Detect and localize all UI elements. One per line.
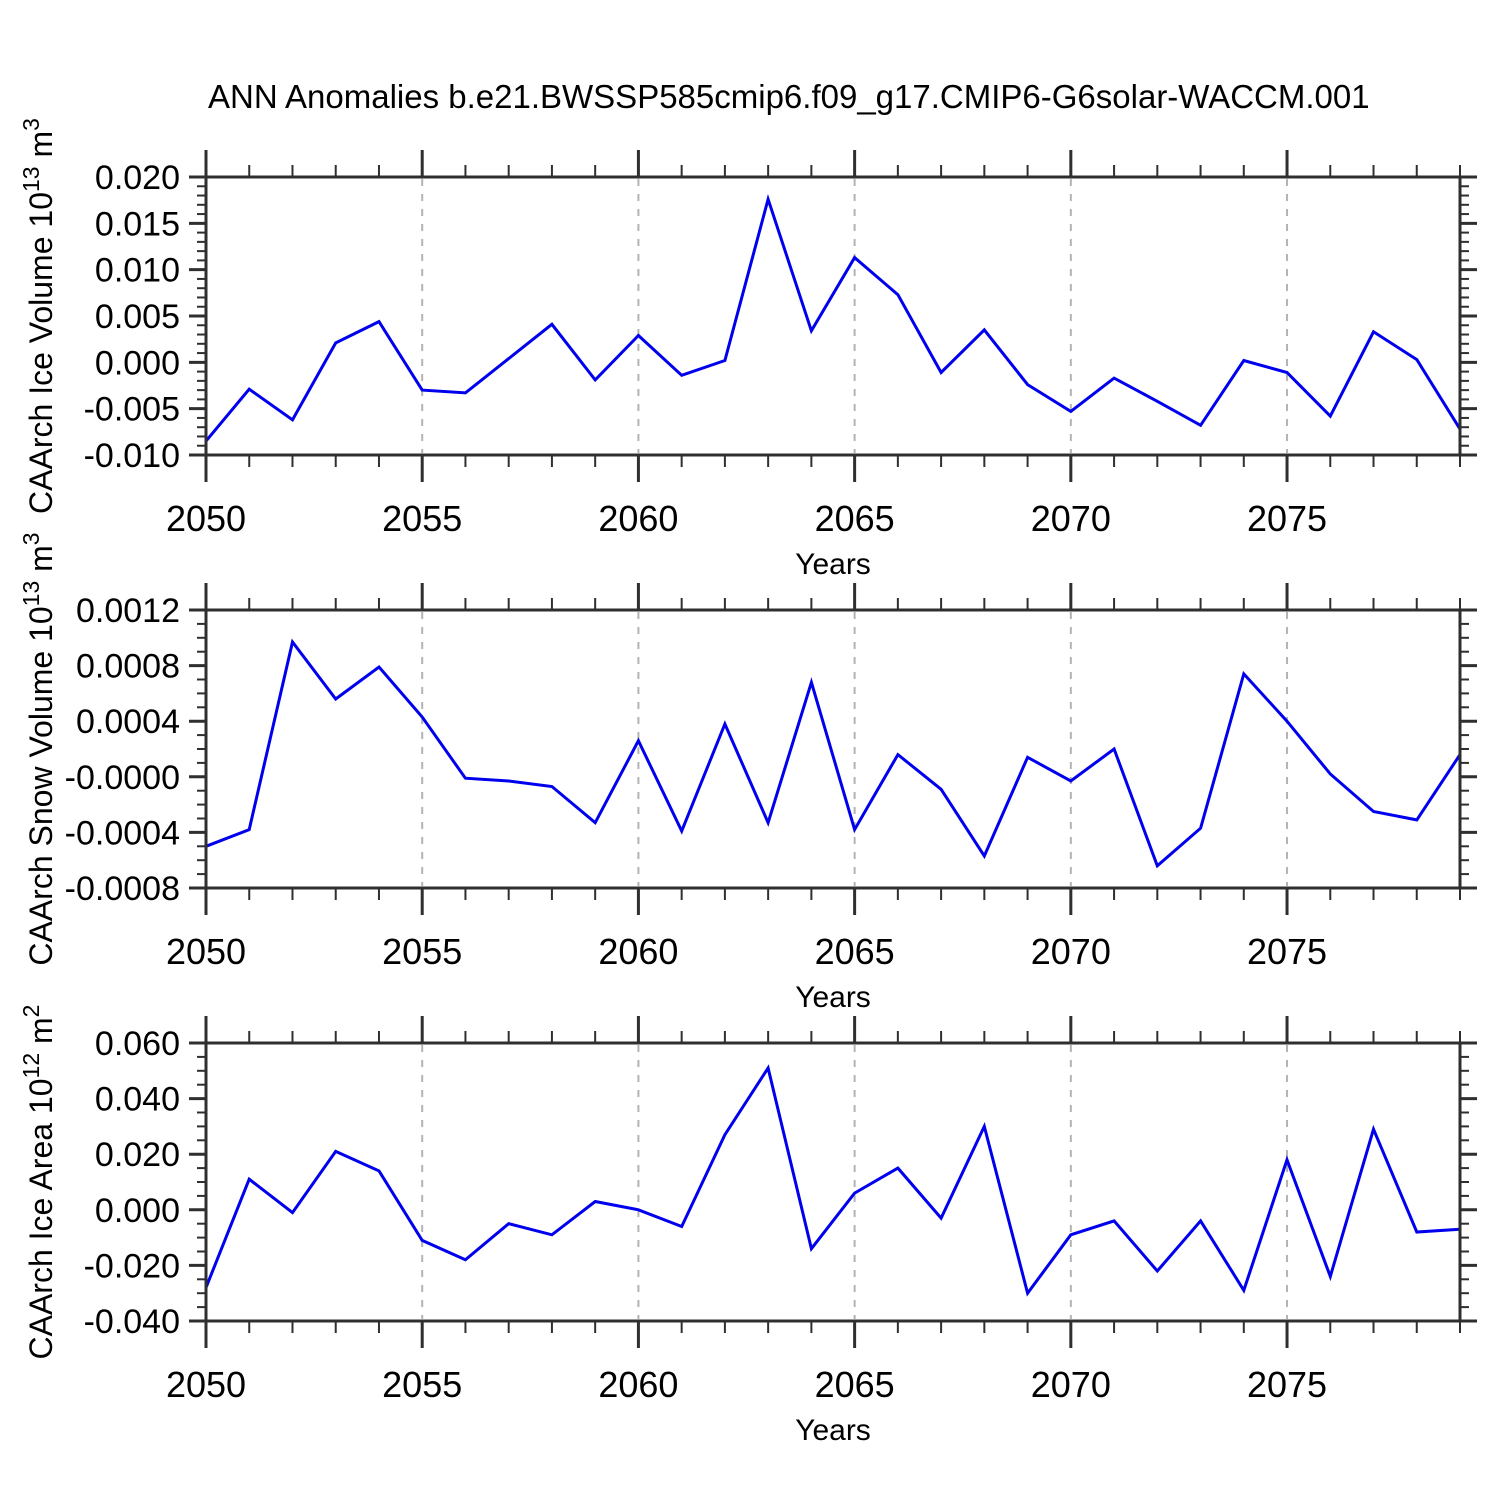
y-tick-labels: 0.060 0.040 0.020 0.000 -0.020 -0.040	[84, 1025, 180, 1341]
x-axis-title: Years	[795, 1414, 871, 1447]
y-tick-label: 0.0004	[76, 703, 180, 741]
axis-ticks	[189, 150, 1477, 482]
series-line	[205, 638, 1462, 869]
x-tick-label: 2065	[815, 931, 895, 972]
y-tick-label: 0.015	[95, 205, 180, 243]
x-tick-label: 2050	[166, 498, 246, 539]
plot-frame	[204, 175, 1462, 457]
y-tick-label: -0.010	[84, 437, 180, 475]
x-tick-label: 2075	[1247, 931, 1327, 972]
y-tick-label: -0.020	[84, 1247, 180, 1285]
y-tick-label: -0.040	[84, 1303, 180, 1341]
y-tick-label: 0.005	[95, 298, 180, 336]
y-tick-label: -0.0004	[65, 814, 180, 852]
y-tick-label: -0.0000	[65, 759, 180, 797]
x-tick-label: 2070	[1031, 498, 1111, 539]
x-tick-label: 2065	[815, 1364, 895, 1405]
series-line	[204, 193, 1462, 443]
x-axis-title: Years	[795, 548, 871, 581]
y-tick-label: 0.040	[95, 1081, 180, 1119]
y-axis-title: CAArch Ice Area 1012 m2	[18, 1005, 59, 1360]
plot-frame	[204, 1041, 1462, 1323]
y-tick-label: 0.000	[95, 344, 180, 382]
x-tick-label: 2060	[598, 931, 678, 972]
x-tick-label: 2070	[1031, 931, 1111, 972]
plot-frame	[204, 608, 1462, 890]
x-tick-labels: 2050 2055 2060 2065 2070 2075	[166, 931, 1327, 972]
y-tick-label: 0.020	[95, 1136, 180, 1174]
x-tick-label: 2065	[815, 498, 895, 539]
series-line	[204, 1064, 1461, 1297]
x-axis-title: Years	[795, 981, 871, 1014]
figure-title: ANN Anomalies b.e21.BWSSP585cmip6.f09_g1…	[208, 78, 1370, 115]
axis-ticks	[189, 583, 1477, 915]
y-axis-title: CAArch Snow Volume 1013 m3	[18, 532, 59, 965]
y-tick-label: 0.000	[95, 1192, 180, 1230]
y-axis-title: CAArch Ice Volume 1013 m3	[18, 118, 59, 514]
x-tick-label: 2075	[1247, 498, 1327, 539]
x-tick-label: 2050	[166, 1364, 246, 1405]
y-tick-label: 0.020	[95, 159, 180, 197]
chart-caarch-snow-volume: 0.0012 0.0008 0.0004 -0.0000 -0.0004 -0.0008 2…	[18, 532, 1477, 1014]
x-tick-label: 2060	[598, 498, 678, 539]
x-tick-label: 2055	[382, 498, 462, 539]
x-tick-labels: 2050 2055 2060 2065 2070 2075	[166, 498, 1327, 539]
x-tick-label: 2055	[382, 931, 462, 972]
y-tick-label: 0.060	[95, 1025, 180, 1063]
y-tick-labels: 0.020 0.015 0.010 0.005 0.000 -0.005 -0.010	[84, 159, 180, 475]
y-tick-label: -0.005	[84, 391, 180, 429]
chart-caarch-ice-volume: 0.020 0.015 0.010 0.005 0.000 -0.005 -0.010 205…	[18, 118, 1477, 581]
x-tick-label: 2075	[1247, 1364, 1327, 1405]
x-tick-labels: 2050 2055 2060 2065 2070 2075	[166, 1364, 1327, 1405]
x-tick-label: 2055	[382, 1364, 462, 1405]
y-tick-label: 0.010	[95, 252, 180, 290]
gridlines	[421, 612, 1289, 886]
x-tick-label: 2060	[598, 1364, 678, 1405]
gridlines	[421, 1045, 1289, 1319]
y-tick-label: 0.0012	[76, 592, 180, 630]
y-tick-labels: 0.0012 0.0008 0.0004 -0.0000 -0.0004 -0.0008	[65, 592, 180, 908]
y-tick-label: 0.0008	[76, 648, 180, 686]
x-tick-label: 2070	[1031, 1364, 1111, 1405]
y-tick-label: -0.0008	[65, 870, 180, 908]
chart-caarch-ice-area: 0.060 0.040 0.020 0.000 -0.020 -0.040 2050 2055…	[18, 1005, 1477, 1447]
axis-ticks	[189, 1016, 1477, 1348]
gridlines	[421, 179, 1289, 453]
x-tick-label: 2050	[166, 931, 246, 972]
